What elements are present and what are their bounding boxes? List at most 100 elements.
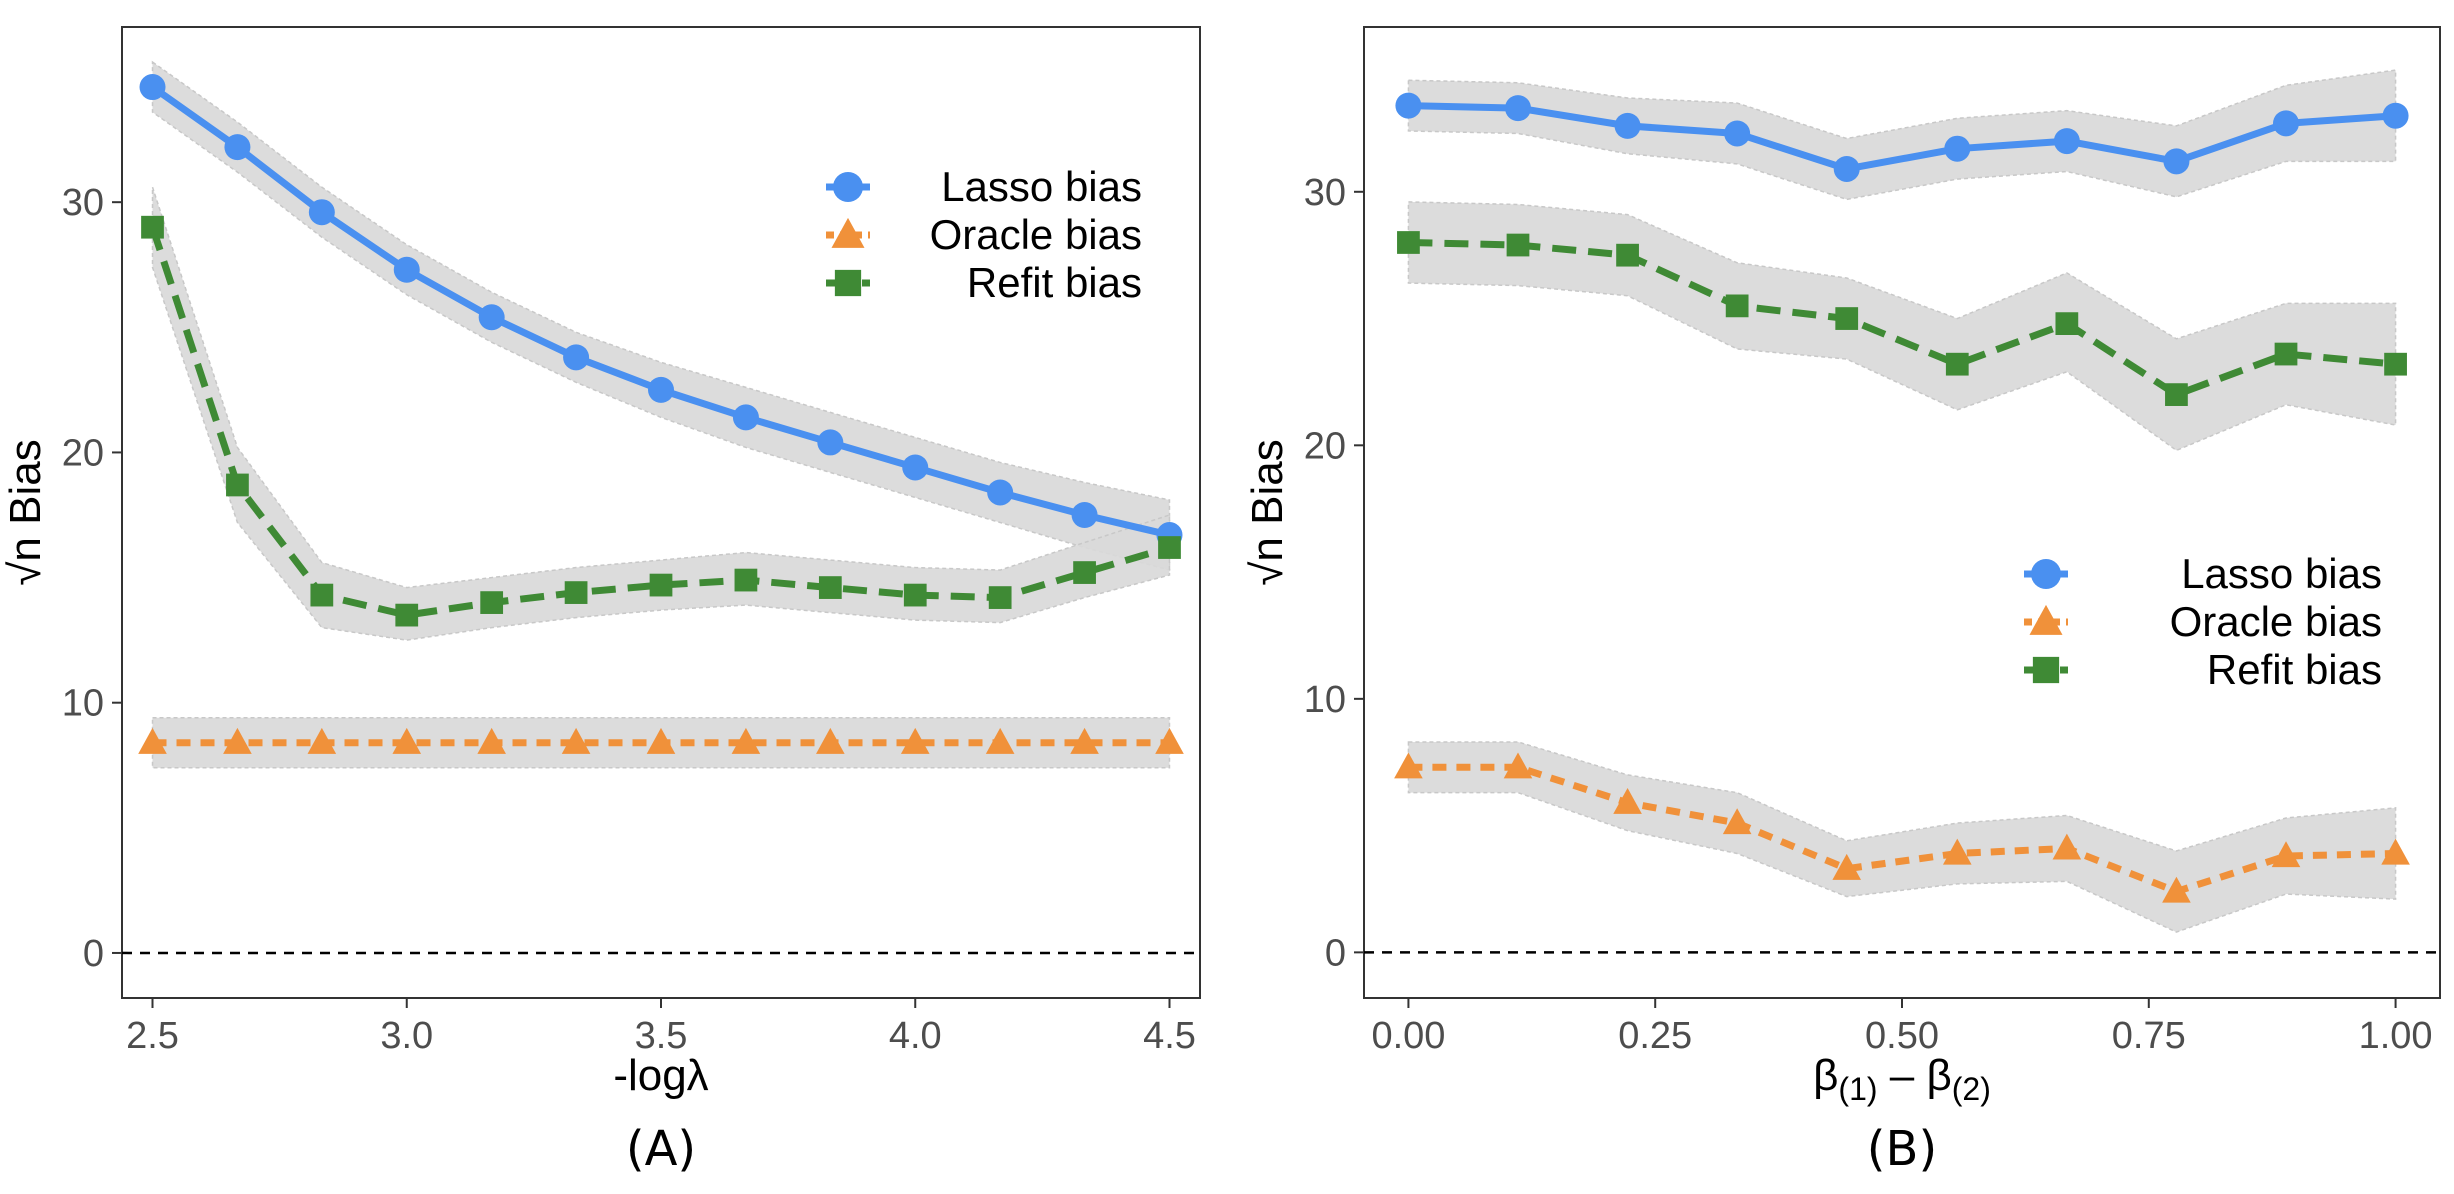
x-tick-label: 4.5 bbox=[1143, 1015, 1196, 1057]
data-point-lasso-bias bbox=[2382, 102, 2409, 129]
x-axis-title-subscript: (2) bbox=[1952, 1071, 1991, 1107]
data-point-oracle-bias bbox=[2271, 841, 2301, 868]
legend-label-lasso-bias: Lasso bias bbox=[941, 163, 1142, 210]
data-point-lasso-bias bbox=[308, 199, 335, 226]
data-point-lasso-bias bbox=[1504, 95, 1531, 122]
data-point-oracle-bias bbox=[307, 727, 337, 754]
legend-key-lasso-bias bbox=[833, 172, 863, 202]
data-point-lasso-bias bbox=[1395, 92, 1422, 119]
data-point-lasso-bias bbox=[1071, 502, 1098, 529]
y-tick-label: 30 bbox=[1304, 172, 1346, 214]
panel-label: (A) bbox=[626, 1121, 696, 1177]
x-tick-label: 0.00 bbox=[1371, 1015, 1445, 1057]
legend-key-refit-bias bbox=[834, 269, 862, 297]
data-point-lasso-bias bbox=[648, 376, 674, 403]
series-line-lasso-bias bbox=[1408, 102, 2396, 173]
data-point-refit-bias bbox=[734, 568, 758, 592]
y-tick-label: 20 bbox=[1304, 425, 1346, 467]
data-point-refit-bias bbox=[1073, 561, 1096, 584]
data-point-lasso-bias bbox=[817, 429, 844, 456]
x-tick-label: 0.75 bbox=[2112, 1015, 2186, 1057]
ribbon-oracle-bias bbox=[1407, 741, 2397, 933]
data-point-refit-bias bbox=[1616, 243, 1639, 267]
data-point-oracle-bias bbox=[985, 727, 1015, 754]
x-tick-label: 0.25 bbox=[1618, 1015, 1692, 1057]
data-point-lasso-bias bbox=[902, 454, 929, 481]
legend-label-refit-bias: Refit bias bbox=[2207, 646, 2382, 693]
data-point-lasso-bias bbox=[2163, 148, 2190, 175]
data-point-refit-bias bbox=[649, 573, 673, 597]
series-line-oracle-bias bbox=[1408, 763, 2396, 896]
data-point-lasso-bias bbox=[987, 479, 1014, 506]
data-point-lasso-bias bbox=[1833, 155, 1860, 182]
data-point-refit-bias bbox=[1506, 233, 1530, 257]
data-point-lasso-bias bbox=[732, 404, 759, 431]
data-point-oracle-bias bbox=[1394, 752, 1423, 779]
data-point-oracle-bias bbox=[223, 727, 252, 754]
data-point-oracle-bias bbox=[1942, 838, 1972, 865]
data-point-refit-bias bbox=[480, 591, 504, 614]
data-point-refit-bias bbox=[564, 581, 588, 604]
data-point-refit-bias bbox=[818, 576, 842, 599]
data-point-oracle-bias bbox=[1832, 853, 1862, 880]
data-point-refit-bias bbox=[2384, 352, 2407, 376]
data-point-lasso-bias bbox=[2273, 110, 2300, 137]
data-point-oracle-bias bbox=[646, 727, 676, 754]
y-axis-title: √n Bias bbox=[1243, 439, 1292, 585]
data-point-refit-bias bbox=[141, 215, 164, 239]
data-point-lasso-bias bbox=[1614, 112, 1641, 139]
data-point-refit-bias bbox=[1725, 294, 1749, 318]
y-tick-label: 10 bbox=[62, 683, 104, 725]
y-axis-title: √n Bias bbox=[1, 439, 50, 585]
data-point-oracle-bias bbox=[1722, 808, 1752, 835]
data-point-lasso-bias bbox=[1724, 120, 1751, 147]
ribbon-lasso-bias bbox=[1407, 69, 2397, 201]
x-axis-title: β(1) – β(2) bbox=[1813, 1051, 1991, 1107]
y-axis-title-text: Bias bbox=[1, 439, 50, 537]
ribbon-refit-bias bbox=[151, 186, 1171, 641]
legend-label-refit-bias: Refit bias bbox=[967, 259, 1142, 306]
data-point-refit-bias bbox=[1835, 307, 1859, 330]
legend-label-oracle-bias: Oracle bias bbox=[2170, 598, 2382, 645]
legend-key-refit-bias bbox=[2032, 656, 2060, 684]
y-tick-label: 0 bbox=[83, 933, 104, 975]
data-point-lasso-bias bbox=[224, 134, 251, 161]
y-tick-label: 10 bbox=[1304, 679, 1346, 721]
x-axis-title-part: – β bbox=[1878, 1051, 1952, 1100]
data-point-refit-bias bbox=[903, 583, 927, 607]
data-point-oracle-bias bbox=[138, 727, 167, 754]
data-point-refit-bias bbox=[226, 473, 249, 497]
x-tick-label: 2.5 bbox=[126, 1015, 179, 1057]
data-point-oracle-bias bbox=[1070, 727, 1099, 754]
data-point-oracle-bias bbox=[392, 727, 422, 754]
y-tick-label: 30 bbox=[62, 182, 104, 224]
data-point-oracle-bias bbox=[2162, 876, 2191, 903]
y-tick-label: 0 bbox=[1325, 932, 1346, 974]
data-point-lasso-bias bbox=[563, 344, 590, 371]
panel-label: (B) bbox=[1867, 1121, 1937, 1177]
y-axis-title-root: √n bbox=[1, 537, 50, 586]
data-point-refit-bias bbox=[1945, 352, 1969, 376]
data-point-oracle-bias bbox=[2381, 838, 2410, 865]
data-point-oracle-bias bbox=[900, 727, 930, 754]
data-point-oracle-bias bbox=[816, 727, 845, 754]
legend-label-lasso-bias: Lasso bias bbox=[2181, 550, 2382, 597]
legend-label-oracle-bias: Oracle bias bbox=[930, 211, 1142, 258]
legend-key-oracle-bias bbox=[2029, 604, 2063, 635]
data-point-oracle-bias bbox=[1155, 727, 1184, 754]
data-point-lasso-bias bbox=[1944, 135, 1971, 162]
x-axis-title-subscript: (1) bbox=[1838, 1071, 1877, 1107]
data-point-oracle-bias bbox=[561, 727, 591, 754]
y-axis-title-text: Bias bbox=[1243, 439, 1292, 537]
data-point-refit-bias bbox=[988, 586, 1012, 609]
data-point-oracle-bias bbox=[731, 727, 761, 754]
data-point-refit-bias bbox=[2165, 383, 2188, 406]
data-point-refit-bias bbox=[395, 603, 419, 627]
x-tick-label: 1.00 bbox=[2359, 1015, 2433, 1057]
data-point-lasso-bias bbox=[139, 74, 166, 101]
panel-b: 0.00 0.25 0.50 0.75 1.00 0 10 20 30 β(1) – β(2) √n… bbox=[1243, 26, 2441, 1177]
data-point-oracle-bias bbox=[477, 727, 506, 754]
data-point-refit-bias bbox=[1397, 231, 1420, 254]
x-tick-label: 4.0 bbox=[889, 1015, 942, 1057]
